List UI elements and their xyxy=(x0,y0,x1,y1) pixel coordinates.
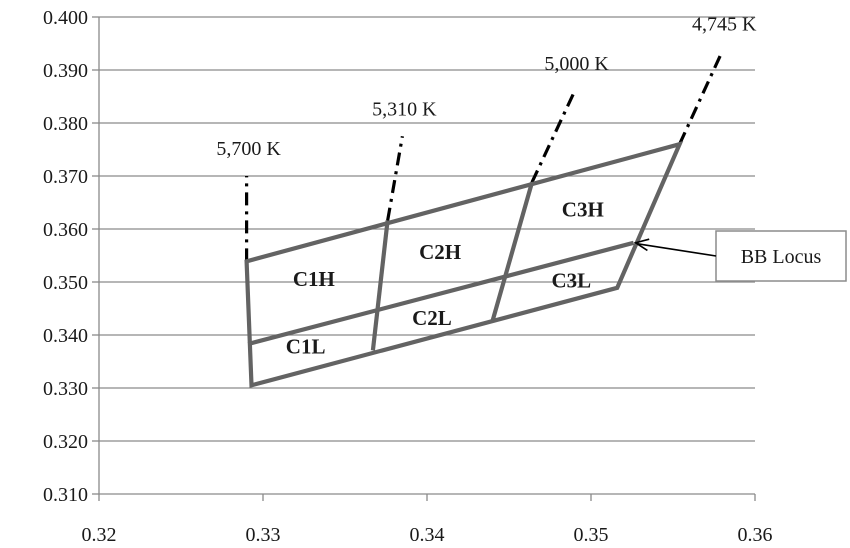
cct-label: 5,310 K xyxy=(372,98,437,120)
bb-locus-callout: BB Locus xyxy=(633,230,847,282)
y-tick-label: 0.350 xyxy=(43,272,88,294)
y-tick-label: 0.400 xyxy=(43,7,88,29)
axes xyxy=(92,16,756,501)
x-tick-label: 0.35 xyxy=(574,524,609,546)
x-tick-label: 0.33 xyxy=(246,524,281,546)
cct-label: 5,700 K xyxy=(216,138,281,160)
bin-quadrangle xyxy=(244,141,684,389)
bin-divider xyxy=(490,181,535,322)
region-label: C2L xyxy=(412,306,452,330)
cct-line xyxy=(386,135,404,221)
y-tick-label: 0.370 xyxy=(43,166,88,188)
callout-label: BB Locus xyxy=(741,246,822,268)
cct-line xyxy=(530,90,577,184)
region-label: C1H xyxy=(293,267,335,291)
y-tick-label: 0.330 xyxy=(43,378,88,400)
y-tick-labels: 0.400 0.390 0.380 0.370 0.360 0.350 0.340 0.330… xyxy=(43,7,88,506)
bb-locus-line xyxy=(247,240,635,347)
y-tick-label: 0.310 xyxy=(43,484,88,506)
x-tick-labels: 0.32 0.33 0.34 0.35 0.36 xyxy=(82,524,773,546)
x-tick-label: 0.32 xyxy=(82,524,117,546)
cct-lines: 5,700 K 5,310 K 5,000 K 4,745 K xyxy=(216,13,757,262)
bin-divider xyxy=(370,220,390,351)
y-tick-label: 0.360 xyxy=(43,219,88,241)
region-label: C3H xyxy=(562,197,604,221)
region-label: C3L xyxy=(551,268,591,292)
region-labels: C1H C1L C2H C2L C3H C3L xyxy=(286,197,604,358)
cct-line xyxy=(678,50,724,145)
cct-label: 5,000 K xyxy=(544,53,609,75)
y-tick-label: 0.320 xyxy=(43,431,88,453)
grid-lines xyxy=(99,16,755,442)
cct-label: 4,745 K xyxy=(692,13,757,35)
callout-arrow xyxy=(637,242,717,257)
y-tick-label: 0.390 xyxy=(43,60,88,82)
region-label: C2H xyxy=(419,240,461,264)
x-tick-label: 0.34 xyxy=(410,524,445,546)
callout-arrowhead xyxy=(633,238,650,252)
callout-box xyxy=(715,230,847,282)
region-label: C1L xyxy=(286,335,326,359)
y-tick-label: 0.340 xyxy=(43,325,88,347)
x-tick-label: 0.36 xyxy=(738,524,773,546)
y-tick-label: 0.380 xyxy=(43,113,88,135)
